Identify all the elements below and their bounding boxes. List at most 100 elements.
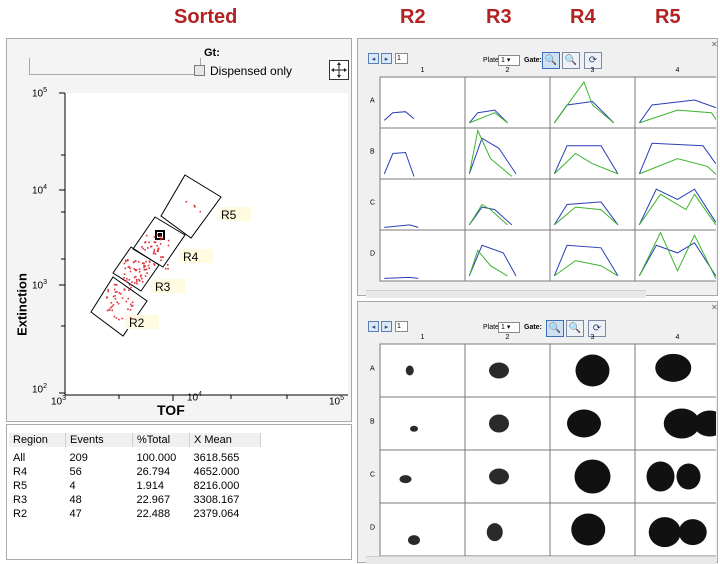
zoom-out-icon[interactable]: 🔍 [562,52,580,69]
scatter-dot [161,256,164,258]
grid-cell[interactable] [464,127,551,180]
scatter-dot [150,245,152,248]
region-label-r5: R5 [221,208,237,222]
grid-cell[interactable] [549,178,636,231]
header-r4: R4 [570,6,596,28]
scatter-dot [123,273,126,275]
table-row[interactable]: R3 48 22.967 3308.167 [13,494,240,506]
grid-cell[interactable] [464,178,551,231]
column-header[interactable]: Region [9,433,66,447]
scatter-dot [148,260,151,263]
scatter-dot [134,282,136,284]
grid-cell[interactable] [379,229,466,282]
header-r2: R2 [400,6,426,28]
grid-cell[interactable] [549,76,636,129]
scatter-dot [147,247,149,249]
refresh-icon[interactable]: ⟳ [588,320,606,337]
trace-grid[interactable]: 1 2 3 4 A B C D [366,63,716,293]
grid-cell[interactable] [379,343,466,398]
grid-cell[interactable] [464,343,551,398]
column-header[interactable]: X Mean [189,433,261,447]
scatter-dot [145,260,147,263]
scatter-dot [132,261,135,264]
scatter-dot [112,304,115,306]
zoom-in-icon[interactable]: 🔍 [546,320,564,337]
scatter-dot [131,301,134,304]
scatter-dot [140,275,142,278]
plate-select[interactable]: 1 ▾ [498,322,520,333]
grid-cell[interactable] [379,449,466,504]
scatter-dot [138,279,141,282]
first-page-icon[interactable]: ◂ [368,53,379,64]
scatter-dot [167,244,170,247]
y-tick-label: 105 [32,87,48,100]
scatter-dot [128,284,131,286]
gate-r5-polygon [160,174,222,239]
table-row[interactable]: R5 4 1.914 8216.000 [13,480,240,492]
particle-image [655,353,692,382]
grid-column-label: 3 [591,334,595,341]
first-page-icon[interactable]: ◂ [368,321,379,332]
last-page-icon[interactable]: ▸ [381,321,392,332]
particle-image [663,408,700,439]
scatter-dot [159,235,161,238]
trace-line [638,193,716,226]
particle-image [693,410,716,437]
scatter-dot [128,266,131,268]
column-header[interactable]: %Total [132,433,190,447]
particle-image [574,459,611,494]
trace-line [468,137,517,175]
grid-cell[interactable] [464,502,551,557]
grid-cell[interactable] [379,178,466,231]
scatter-dot [123,262,126,265]
horizontal-scrollbar[interactable] [366,290,646,298]
scatter-dot [124,280,127,282]
dispensed-only-checkbox[interactable] [194,65,205,76]
close-icon[interactable]: ✕ [711,40,718,49]
zoom-out-icon[interactable]: 🔍 [566,320,584,337]
page-box[interactable]: 1 [395,321,408,332]
horizontal-scrollbar[interactable] [366,556,716,564]
grid-row-label: D [370,251,375,258]
grid-cell[interactable] [549,229,636,282]
scatter-dot [129,267,131,270]
scatter-dot [143,262,145,265]
plate-select[interactable]: 1 ▾ [498,55,520,66]
move-arrows-icon[interactable] [329,60,349,80]
particle-image [567,409,601,438]
grid-cell[interactable] [464,76,551,129]
refresh-icon[interactable]: ⟳ [584,52,602,69]
page-box[interactable]: 1 [395,53,408,64]
last-page-icon[interactable]: ▸ [381,53,392,64]
close-icon[interactable]: ✕ [711,303,718,312]
table-row[interactable]: R2 47 22.488 2379.064 [13,508,240,520]
grid-cell[interactable] [464,229,551,282]
scatter-dot [127,266,130,268]
zoom-in-icon[interactable]: 🔍 [542,52,560,69]
grid-column-label: 3 [591,67,595,74]
scatter-dot [128,289,130,291]
scatter-dot [156,244,158,247]
grid-cell[interactable] [379,76,466,129]
grid-cell[interactable] [379,502,466,557]
image-grid[interactable]: 1 2 3 4 A B C D [366,330,716,562]
grid-cell[interactable] [379,396,466,451]
scatter-dot [167,239,170,242]
scatter-dot [114,288,116,291]
grid-row-label: A [370,366,375,373]
grid-cell[interactable] [549,127,636,180]
grid-cell[interactable] [634,229,716,282]
scatter-dot [140,274,142,276]
scatter-dot [106,297,108,299]
table-row[interactable]: All 209 100.000 3618.565 [13,452,240,464]
column-header[interactable]: Events [65,433,133,447]
particle-image [408,535,420,546]
particle-image [575,354,610,387]
table-row[interactable]: R4 56 26.794 4652.000 [13,466,240,478]
scatter-dot [131,281,133,283]
x-axis-label: TOF [157,402,185,418]
grid-cell[interactable] [634,127,716,180]
scatter-dot [185,200,188,203]
dispensed-only-label: Dispensed only [210,64,293,78]
scatter-plot[interactable] [7,39,351,423]
